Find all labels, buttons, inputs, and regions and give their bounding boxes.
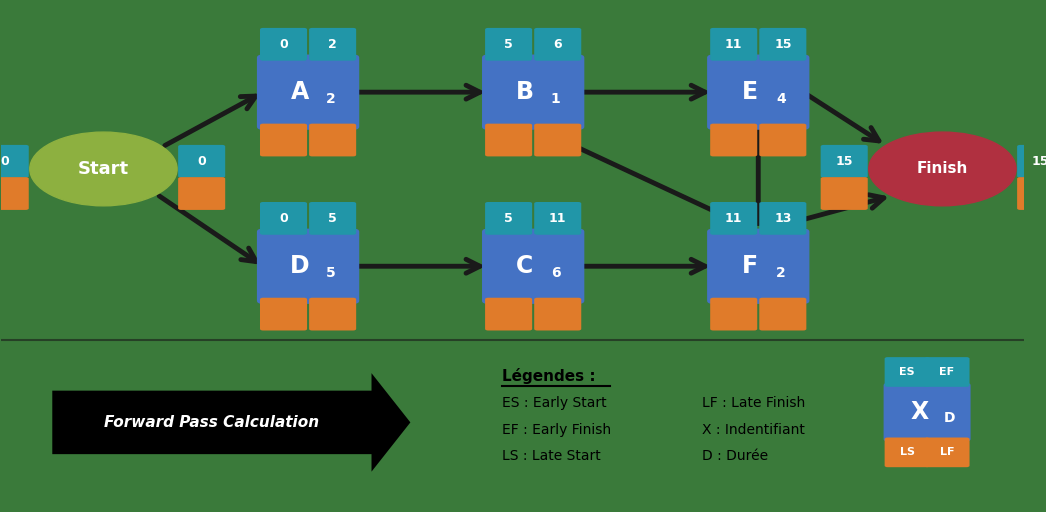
FancyBboxPatch shape xyxy=(260,202,308,234)
Text: 2: 2 xyxy=(328,38,337,51)
Text: X: X xyxy=(911,400,929,424)
FancyBboxPatch shape xyxy=(535,124,582,157)
FancyBboxPatch shape xyxy=(707,55,810,130)
FancyBboxPatch shape xyxy=(535,28,582,61)
Text: Start: Start xyxy=(77,160,129,178)
Text: 6: 6 xyxy=(553,38,562,51)
FancyBboxPatch shape xyxy=(178,145,225,178)
Text: Finish: Finish xyxy=(916,161,969,177)
FancyBboxPatch shape xyxy=(759,28,806,61)
Text: LS : Late Start: LS : Late Start xyxy=(502,449,601,463)
Text: E: E xyxy=(742,80,758,104)
Text: 2: 2 xyxy=(776,266,786,280)
Text: ES : Early Start: ES : Early Start xyxy=(502,396,607,410)
FancyBboxPatch shape xyxy=(710,124,757,157)
FancyBboxPatch shape xyxy=(710,28,757,61)
FancyBboxPatch shape xyxy=(482,55,585,130)
FancyBboxPatch shape xyxy=(885,357,930,387)
FancyBboxPatch shape xyxy=(178,177,225,210)
Text: 11: 11 xyxy=(549,212,567,225)
Text: 5: 5 xyxy=(328,212,337,225)
Text: LS: LS xyxy=(900,447,914,457)
FancyBboxPatch shape xyxy=(485,124,532,157)
FancyBboxPatch shape xyxy=(485,202,532,234)
FancyBboxPatch shape xyxy=(707,228,810,304)
FancyBboxPatch shape xyxy=(759,124,806,157)
FancyBboxPatch shape xyxy=(710,298,757,331)
Text: EF : Early Finish: EF : Early Finish xyxy=(502,422,612,437)
Text: 5: 5 xyxy=(504,38,513,51)
FancyBboxPatch shape xyxy=(310,298,357,331)
FancyBboxPatch shape xyxy=(310,202,357,234)
Text: 15: 15 xyxy=(836,155,852,168)
FancyBboxPatch shape xyxy=(759,202,806,234)
Text: A: A xyxy=(291,80,309,104)
Text: X : Indentifiant: X : Indentifiant xyxy=(702,422,804,437)
Text: 0: 0 xyxy=(1,155,9,168)
Text: 5: 5 xyxy=(504,212,513,225)
FancyBboxPatch shape xyxy=(260,298,308,331)
Text: D: D xyxy=(943,411,955,425)
FancyBboxPatch shape xyxy=(257,228,359,304)
FancyBboxPatch shape xyxy=(925,357,970,387)
Text: ES: ES xyxy=(900,367,915,377)
FancyBboxPatch shape xyxy=(535,202,582,234)
Text: 11: 11 xyxy=(725,38,743,51)
Text: 0: 0 xyxy=(279,38,288,51)
Text: 11: 11 xyxy=(725,212,743,225)
FancyBboxPatch shape xyxy=(885,437,930,467)
Text: D: D xyxy=(290,254,310,278)
Circle shape xyxy=(29,132,177,206)
Text: LF: LF xyxy=(939,447,954,457)
Text: LF : Late Finish: LF : Late Finish xyxy=(702,396,805,410)
Text: 5: 5 xyxy=(325,266,336,280)
Text: B: B xyxy=(516,80,535,104)
Text: 2: 2 xyxy=(325,92,336,106)
Text: 0: 0 xyxy=(198,155,206,168)
FancyBboxPatch shape xyxy=(257,55,359,130)
Text: Forward Pass Calculation: Forward Pass Calculation xyxy=(105,415,319,430)
Text: EF: EF xyxy=(939,367,955,377)
FancyBboxPatch shape xyxy=(485,28,532,61)
FancyBboxPatch shape xyxy=(759,298,806,331)
Circle shape xyxy=(869,132,1016,206)
FancyBboxPatch shape xyxy=(0,177,28,210)
FancyBboxPatch shape xyxy=(710,202,757,234)
FancyBboxPatch shape xyxy=(535,298,582,331)
FancyBboxPatch shape xyxy=(260,124,308,157)
FancyBboxPatch shape xyxy=(485,298,532,331)
Polygon shape xyxy=(52,373,410,472)
FancyBboxPatch shape xyxy=(1017,145,1046,178)
Text: C: C xyxy=(517,254,533,278)
FancyBboxPatch shape xyxy=(821,145,868,178)
FancyBboxPatch shape xyxy=(1017,177,1046,210)
FancyBboxPatch shape xyxy=(0,145,28,178)
Text: 6: 6 xyxy=(551,266,561,280)
Text: 13: 13 xyxy=(774,212,792,225)
Text: D : Durée: D : Durée xyxy=(702,449,768,463)
FancyBboxPatch shape xyxy=(310,124,357,157)
FancyBboxPatch shape xyxy=(310,28,357,61)
Text: Légendes :: Légendes : xyxy=(502,368,596,385)
Text: F: F xyxy=(742,254,758,278)
FancyBboxPatch shape xyxy=(260,28,308,61)
FancyBboxPatch shape xyxy=(482,228,585,304)
Text: 1: 1 xyxy=(551,92,561,106)
Text: 0: 0 xyxy=(279,212,288,225)
FancyBboxPatch shape xyxy=(925,437,970,467)
FancyBboxPatch shape xyxy=(821,177,868,210)
Text: 4: 4 xyxy=(776,92,786,106)
Text: 15: 15 xyxy=(774,38,792,51)
FancyBboxPatch shape xyxy=(884,383,971,441)
Text: 15: 15 xyxy=(1032,155,1046,168)
